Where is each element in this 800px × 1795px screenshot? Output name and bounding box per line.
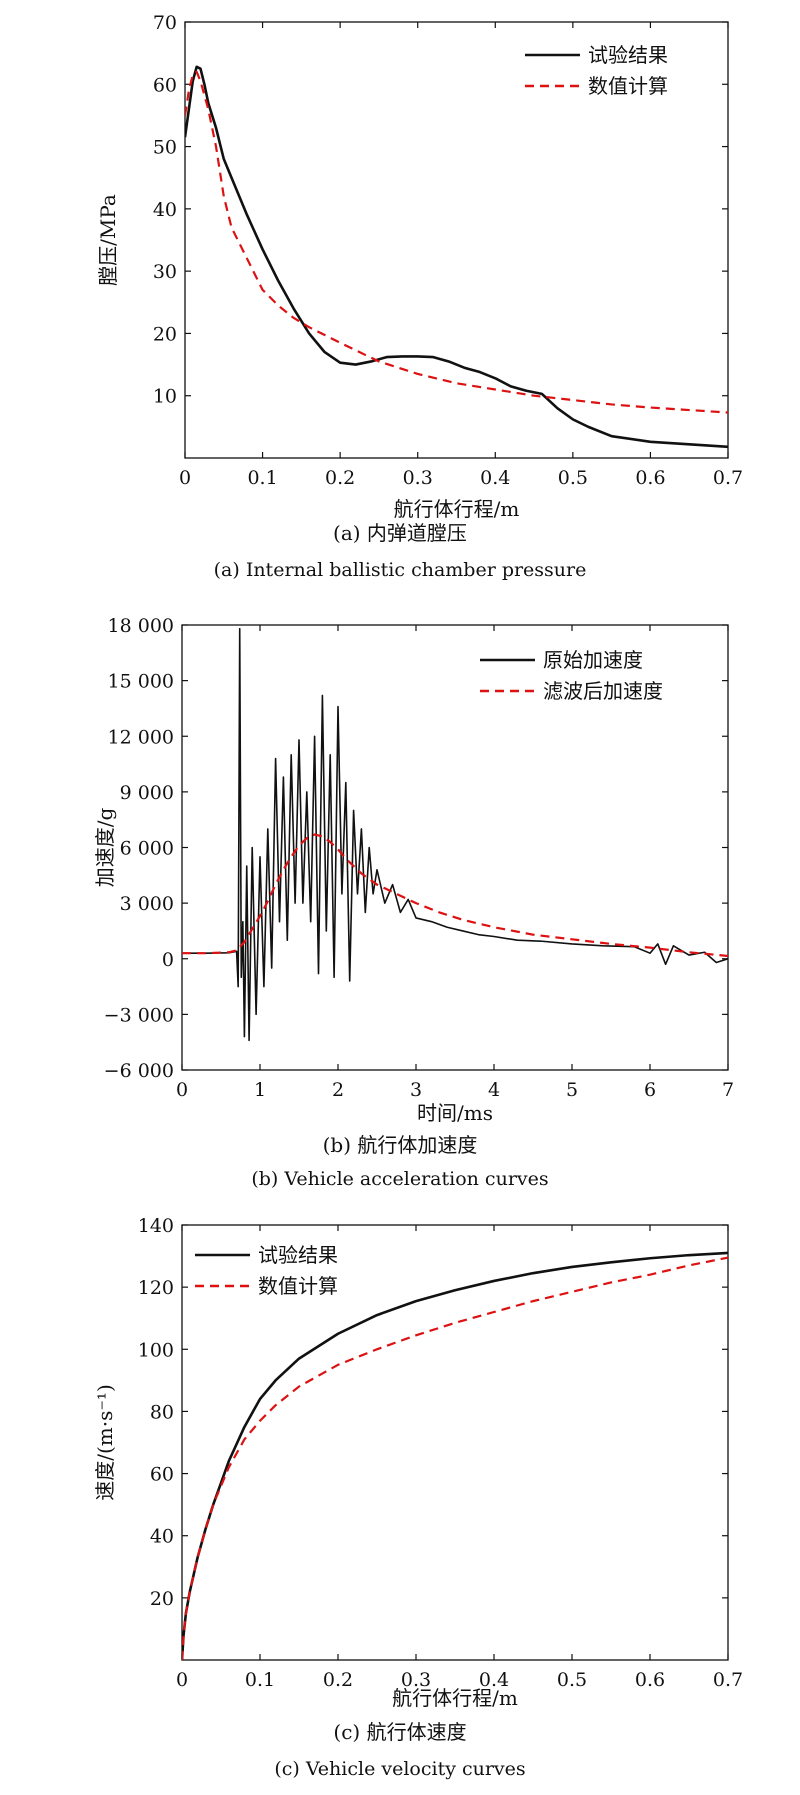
x-tick-label: 4 — [488, 1079, 500, 1101]
x-tick-label: 0.3 — [403, 467, 433, 489]
x-tick-label: 2 — [332, 1079, 344, 1101]
x-tick-label: 7 — [722, 1079, 734, 1101]
x-tick-label: 0.1 — [245, 1669, 275, 1691]
x-tick-label: 0.4 — [479, 1669, 509, 1691]
series-line-1 — [182, 627, 728, 1042]
caption-english: (c) Vehicle velocity curves — [274, 1758, 525, 1780]
y-tick-label: 9 000 — [120, 782, 174, 804]
y-tick-label: 40 — [150, 1526, 174, 1548]
series-line-2 — [182, 1256, 728, 1660]
y-tick-label: 20 — [150, 1588, 174, 1610]
series-line-2 — [182, 833, 728, 958]
legend-label-1: 试验结果 — [258, 1243, 338, 1267]
legend-label-2: 滤波后加速度 — [543, 679, 663, 703]
y-tick-label: 50 — [153, 137, 177, 159]
x-tick-label: 3 — [410, 1079, 422, 1101]
x-tick-label: 0.5 — [557, 1669, 587, 1691]
x-tick-label: 0.6 — [635, 1669, 665, 1691]
y-tick-label: −6 000 — [104, 1060, 174, 1082]
legend-label-1: 试验结果 — [588, 43, 668, 67]
y-tick-label: 140 — [138, 1215, 174, 1237]
x-tick-label: 0.7 — [713, 467, 743, 489]
y-tick-label: 0 — [162, 949, 174, 971]
series-line-2 — [185, 70, 728, 414]
x-tick-label: 0 — [176, 1079, 188, 1101]
y-tick-label: 120 — [138, 1277, 174, 1299]
caption-english: (a) Internal ballistic chamber pressure — [214, 559, 587, 581]
y-tick-label: 60 — [150, 1464, 174, 1486]
y-tick-label: 6 000 — [120, 838, 174, 860]
x-tick-label: 0.2 — [325, 467, 355, 489]
x-tick-label: 5 — [566, 1079, 578, 1101]
x-tick-label: 0 — [179, 467, 191, 489]
y-tick-label: 80 — [150, 1401, 174, 1423]
plot-frame — [181, 1224, 729, 1661]
y-axis-label: 加速度/g — [93, 808, 117, 888]
caption-english: (b) Vehicle acceleration curves — [251, 1168, 548, 1190]
chart-panel-3: 0 0.1 0.2 0.3 0.4 0.5 0.6 0.7 20 40 60 80 100 120 140 航… — [93, 1215, 743, 1780]
y-tick-label: 15 000 — [108, 671, 174, 693]
x-tick-label: 0 — [176, 1669, 188, 1691]
chart-panel-1: 0 0.1 0.2 0.3 0.4 0.5 0.6 0.7 10 20 30 40 50 60 70 航行体行… — [96, 12, 743, 581]
y-tick-label: 10 — [153, 386, 177, 408]
y-tick-label: 12 000 — [108, 726, 174, 748]
y-tick-label: 70 — [153, 12, 177, 34]
y-tick-label: 100 — [138, 1339, 174, 1361]
caption-chinese: (c) 航行体速度 — [333, 1720, 466, 1744]
series-line-1 — [182, 1251, 728, 1660]
series-line-1 — [185, 65, 728, 449]
y-tick-label: 30 — [153, 261, 177, 283]
y-tick-label: 20 — [153, 323, 177, 345]
x-tick-label: 0.7 — [713, 1669, 743, 1691]
x-axis-label: 时间/ms — [417, 1101, 493, 1125]
x-tick-label: 0.5 — [558, 467, 588, 489]
legend-label-2: 数值计算 — [588, 74, 668, 98]
plot-frame — [184, 21, 729, 459]
x-axis-label: 航行体行程/m — [392, 1686, 518, 1710]
caption-chinese: (b) 航行体加速度 — [323, 1133, 478, 1157]
legend-label-1: 原始加速度 — [543, 648, 643, 672]
x-tick-label: 0.2 — [323, 1669, 353, 1691]
legend-label-2: 数值计算 — [258, 1274, 338, 1298]
x-tick-label: 0.4 — [480, 467, 510, 489]
x-axis-label: 航行体行程/m — [394, 497, 520, 521]
y-tick-label: −3 000 — [104, 1004, 174, 1026]
caption-chinese: (a) 内弹道膛压 — [333, 521, 467, 545]
y-tick-label: 60 — [153, 74, 177, 96]
y-tick-label: 3 000 — [120, 893, 174, 915]
y-axis-label: 速度/(m·s⁻¹) — [93, 1384, 117, 1501]
x-tick-label: 0.6 — [635, 467, 665, 489]
x-tick-label: 0.1 — [247, 467, 277, 489]
y-tick-label: 40 — [153, 199, 177, 221]
x-tick-label: 6 — [644, 1079, 656, 1101]
x-tick-label: 0.3 — [401, 1669, 431, 1691]
y-tick-label: 18 000 — [108, 615, 174, 637]
y-axis-label: 膛压/MPa — [96, 194, 120, 286]
x-tick-label: 1 — [254, 1079, 266, 1101]
chart-panel-2: 0 1 2 3 4 5 6 7 −6 000 −3 000 0 3 000 6 000 9 000 12 0… — [93, 615, 734, 1190]
